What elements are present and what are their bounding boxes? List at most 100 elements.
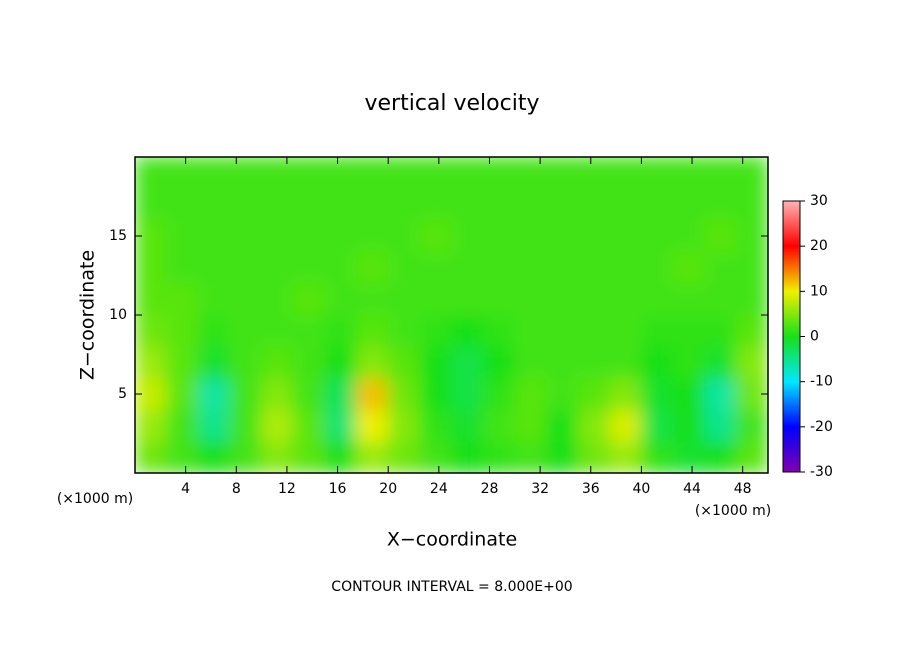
field-cell <box>166 282 199 316</box>
field-cell <box>672 440 706 473</box>
field-cell <box>261 440 294 473</box>
field-cell <box>672 219 706 253</box>
field-cell <box>356 346 389 379</box>
field-cell <box>672 377 706 411</box>
field-cell <box>545 346 579 379</box>
colorbar-tick-label: 20 <box>810 238 828 254</box>
field-cell <box>324 440 358 473</box>
field-cell <box>609 346 642 379</box>
field-cell <box>261 188 294 221</box>
field-cell <box>135 282 168 316</box>
field-cell <box>545 219 579 253</box>
field-cell <box>229 377 263 411</box>
field-cell <box>545 188 579 221</box>
x-tick-label: 12 <box>278 481 296 497</box>
field-cell <box>514 314 547 348</box>
field-cell <box>166 251 199 284</box>
field-cell <box>672 282 706 316</box>
x-tick-label: 16 <box>329 481 347 497</box>
field-cell <box>672 157 706 190</box>
field-cell <box>640 219 674 253</box>
annotation: CONTOUR INTERVAL = 8.000E+00 <box>331 579 572 595</box>
field-cell <box>292 346 326 379</box>
field-cell <box>609 440 642 473</box>
field-cell <box>482 188 516 221</box>
field-cell <box>387 377 421 411</box>
field-cell <box>292 219 326 253</box>
field-cell <box>324 219 358 253</box>
field-cell <box>514 409 547 442</box>
y-axis-label: Z−coordinate <box>77 250 99 380</box>
field-cell <box>292 188 326 221</box>
field-cell <box>704 314 737 348</box>
field-cell <box>292 251 326 284</box>
field-cell <box>229 251 263 284</box>
field-cell <box>229 346 263 379</box>
field-cell <box>640 440 674 473</box>
field-cell <box>166 188 199 221</box>
field-cell <box>166 440 199 473</box>
field-cell <box>609 409 642 442</box>
colorbar-tick-label: 30 <box>810 193 828 209</box>
colorbar-tick-label: -20 <box>810 419 833 435</box>
field-cell <box>387 251 421 284</box>
field-cell <box>197 440 231 473</box>
field-cell <box>609 282 642 316</box>
field-cell <box>640 314 674 348</box>
field-cell <box>261 346 294 379</box>
x-tick-label: 28 <box>481 481 499 497</box>
colorbar-tick-label: 0 <box>810 329 819 345</box>
field-cell <box>324 409 358 442</box>
field-cell <box>577 219 611 253</box>
field-cell <box>135 188 168 221</box>
field-cell <box>135 346 168 379</box>
x-tick-label: 32 <box>531 481 549 497</box>
field-cell <box>324 346 358 379</box>
field-cell <box>482 440 516 473</box>
field-cell <box>482 346 516 379</box>
field-cell <box>735 346 768 379</box>
field-cell <box>229 219 263 253</box>
field-cell <box>166 346 199 379</box>
field-cell <box>609 377 642 411</box>
field-cell <box>704 409 737 442</box>
field-cell <box>609 157 642 190</box>
field-cell <box>640 409 674 442</box>
x-tick-label: 36 <box>582 481 600 497</box>
field-cell <box>356 157 389 190</box>
field-cell <box>482 219 516 253</box>
field-cell <box>704 219 737 253</box>
field-cell <box>451 219 484 253</box>
field-cell <box>261 282 294 316</box>
field-cell <box>514 377 547 411</box>
field-cell <box>229 314 263 348</box>
x-unit-label: (×1000 m) <box>695 503 771 519</box>
field-cell <box>704 157 737 190</box>
field-cell <box>356 219 389 253</box>
field-cell <box>197 282 231 316</box>
field-cell <box>735 251 768 284</box>
colorbar <box>782 200 801 473</box>
field-cells <box>135 157 768 473</box>
field-cell <box>419 346 452 379</box>
field-cell <box>419 219 452 253</box>
field <box>135 157 768 473</box>
field-cell <box>356 251 389 284</box>
field-cell <box>197 346 231 379</box>
field-cell <box>514 282 547 316</box>
field-cell <box>609 219 642 253</box>
field-cell <box>387 440 421 473</box>
field-cell <box>387 219 421 253</box>
y-tick-label: 10 <box>109 307 127 323</box>
x-tick-label: 24 <box>430 481 448 497</box>
field-cell <box>292 314 326 348</box>
field-cell <box>482 157 516 190</box>
field-cell <box>387 188 421 221</box>
field-cell <box>640 188 674 221</box>
field-cell <box>735 188 768 221</box>
field-cell <box>197 188 231 221</box>
field-cell <box>356 188 389 221</box>
field-cell <box>482 282 516 316</box>
field-cell <box>419 251 452 284</box>
